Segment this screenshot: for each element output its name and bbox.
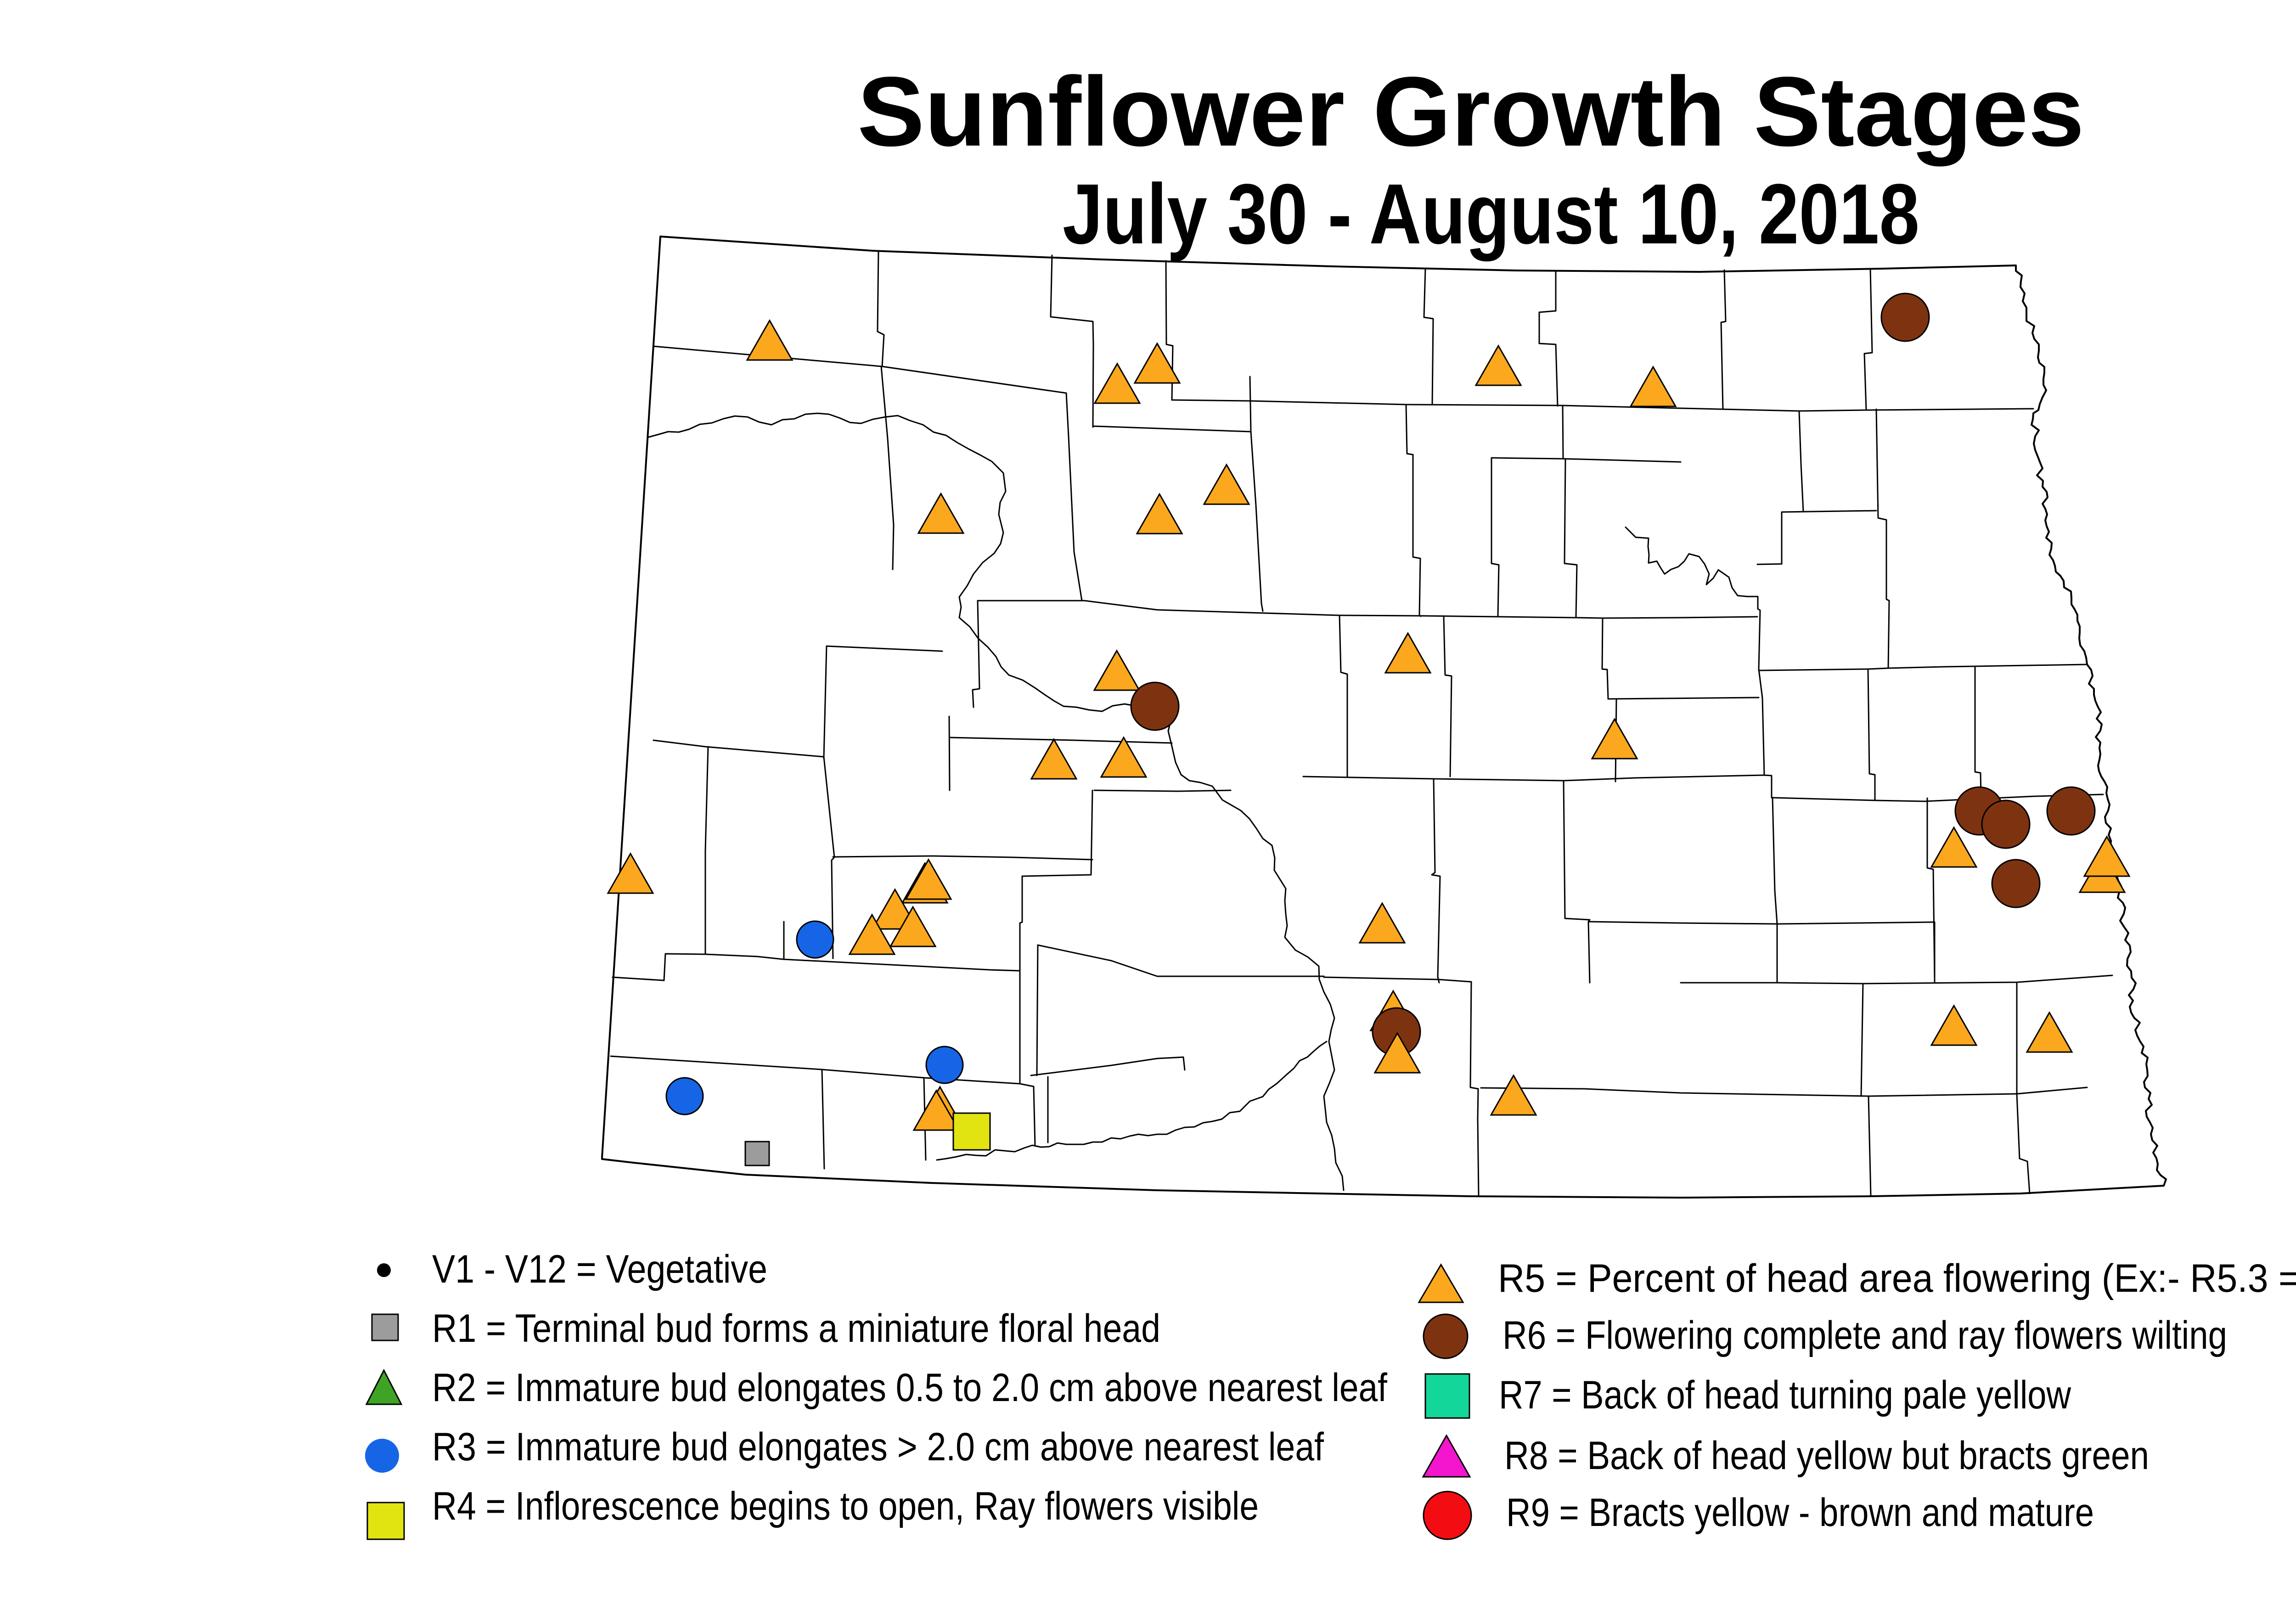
svg-text:V1 - V12 = Vegetative: V1 - V12 = Vegetative	[432, 1247, 767, 1291]
svg-text:July 30 - August 10, 2018: July 30 - August 10, 2018	[1063, 167, 1919, 262]
svg-text:Sunflower Growth Stages: Sunflower Growth Stages	[857, 56, 2084, 167]
svg-text:R2 = Immature bud elongates 0.: R2 = Immature bud elongates 0.5 to 2.0 c…	[432, 1366, 1388, 1410]
svg-text:R3 = Immature bud elongates >: R3 = Immature bud elongates > 2.0 cm abo…	[432, 1425, 1324, 1469]
svg-text:R6 = Flowering complete and ra: R6 = Flowering complete and ray flowers …	[1503, 1313, 2227, 1357]
svg-text:R9 = Bracts yellow - brown and: R9 = Bracts yellow - brown and mature	[1506, 1491, 2094, 1535]
svg-text:R4 = Inflorescence begins to o: R4 = Inflorescence begins to open, Ray f…	[432, 1484, 1259, 1528]
svg-text:R7 = Back of head turning pale: R7 = Back of head turning pale yellow	[1499, 1373, 2071, 1417]
svg-text:R8 = Back of head yellow but b: R8 = Back of head yellow but bracts gree…	[1504, 1434, 2149, 1478]
svg-text:R1 = Terminal bud forms a mini: R1 = Terminal bud forms a miniature flor…	[432, 1306, 1160, 1351]
svg-text:R5 = Percent of head area flow: R5 = Percent of head area flowering (Ex:…	[1498, 1256, 2296, 1300]
